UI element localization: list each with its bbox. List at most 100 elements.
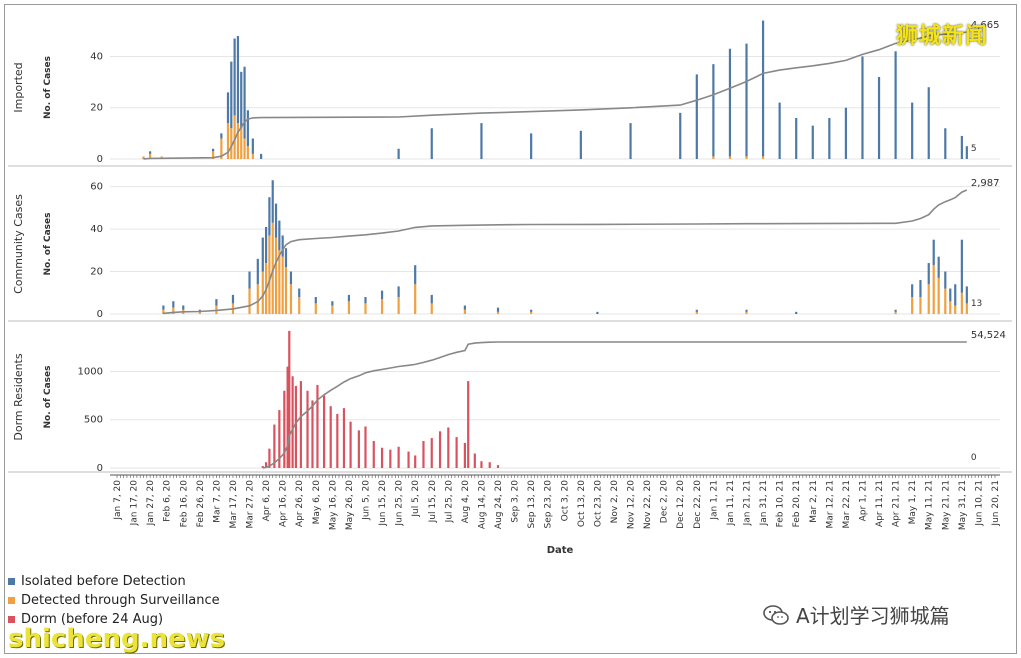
x-tick-label: Oct 3, 20	[560, 480, 570, 522]
bar-dorm	[294, 385, 298, 468]
watermark-wechat: A计划学习狮城篇	[762, 600, 950, 629]
x-tick-label: Jan 11, 21	[726, 480, 736, 526]
bar-surveillance	[530, 311, 533, 314]
x-tick-label: Sep 13, 20	[527, 480, 537, 529]
x-tick-label: Oct 23, 20	[593, 480, 603, 527]
bar-isolated	[246, 110, 249, 147]
bar-isolated	[911, 102, 914, 159]
bar-surveillance	[271, 222, 274, 314]
bar-dorm	[336, 413, 339, 468]
bar-surveillance	[430, 303, 433, 314]
panel-title: Dorm Residents	[12, 353, 25, 440]
bar-isolated	[260, 153, 263, 159]
bar-isolated	[314, 297, 317, 304]
y-axis-label: No. of Cases	[43, 213, 53, 276]
bar-isolated	[251, 138, 254, 154]
bar-surveillance	[745, 311, 748, 314]
x-tick-label: Feb 10, 21	[776, 480, 786, 527]
bar-isolated	[274, 203, 278, 238]
x-tick-label: Oct 13, 20	[577, 480, 587, 527]
bar-surveillance	[397, 297, 400, 314]
bar-isolated	[230, 61, 233, 129]
x-tick-label: Feb 16, 20	[179, 480, 189, 528]
x-tick-label: Jan 7, 20	[113, 480, 123, 521]
bar-isolated	[233, 38, 236, 116]
x-tick-label: Jan 1, 21	[709, 480, 719, 521]
legend-item-dorm: Dorm (before 24 Aug)	[8, 610, 220, 629]
bar-dorm	[264, 462, 268, 468]
cumulative-total-label: 54,524	[971, 330, 1006, 341]
bar-isolated	[795, 117, 798, 159]
x-tick-label: Dec 12, 20	[676, 480, 686, 529]
x-tick-label: May 31, 21	[958, 480, 968, 530]
cumulative-line	[261, 341, 967, 469]
bar-isolated	[596, 311, 599, 314]
bar-surveillance	[761, 156, 765, 159]
x-tick-label: May 1, 21	[908, 480, 918, 524]
x-tick-label: Sep 23, 20	[544, 480, 554, 529]
bar-isolated	[430, 294, 433, 304]
x-tick-label: Jul 5, 20	[411, 480, 421, 518]
bar-isolated	[778, 102, 781, 159]
bar-isolated	[331, 301, 334, 306]
x-tick-label: May 11, 21	[925, 480, 935, 530]
bar-dorm	[299, 381, 302, 468]
bar-isolated	[149, 151, 152, 154]
legend: Isolated before Detection Detected throu…	[8, 572, 220, 629]
bar-isolated	[965, 286, 968, 304]
bar-isolated	[937, 256, 940, 278]
bar-surveillance	[198, 311, 201, 314]
bar-dorm	[496, 465, 500, 468]
bar-isolated	[927, 263, 930, 285]
bar-isolated	[761, 20, 765, 157]
bar-isolated	[932, 239, 935, 266]
bar-surveillance	[236, 123, 240, 159]
bar-isolated	[919, 280, 922, 298]
x-tick-label: Mar 2, 21	[809, 480, 819, 523]
bar-isolated	[172, 301, 175, 308]
bar-dorm	[349, 421, 352, 468]
bar-isolated	[380, 290, 384, 300]
legend-swatch-surveillance	[8, 597, 15, 604]
legend-swatch-dorm	[8, 616, 15, 623]
bar-surveillance	[246, 146, 249, 159]
bar-surveillance	[937, 277, 940, 314]
bar-isolated	[496, 307, 500, 312]
watermark-wechat-label: A计划学习狮城篇	[796, 604, 950, 628]
bar-surveillance	[281, 256, 284, 314]
bar-isolated	[248, 271, 251, 289]
bar-surveillance	[162, 309, 165, 314]
bar-isolated	[679, 112, 682, 159]
watermark-site: shicheng.news	[8, 624, 226, 654]
bar-isolated	[298, 288, 301, 298]
bar-isolated	[220, 133, 223, 139]
bar-surveillance	[284, 267, 288, 314]
bar-dorm	[357, 430, 360, 468]
bar-surveillance	[261, 271, 264, 314]
bar-surveillance	[233, 115, 236, 159]
bar-dorm	[278, 410, 281, 468]
x-tick-label: May 6, 20	[312, 480, 322, 525]
bar-dorm	[268, 448, 271, 468]
bar-surveillance	[728, 156, 732, 159]
bar-isolated	[960, 135, 963, 159]
bar-surveillance	[364, 303, 367, 314]
bar-dorm	[273, 424, 276, 468]
y-tick-label: 60	[90, 182, 103, 193]
bar-isolated	[162, 305, 165, 310]
bar-isolated	[231, 294, 235, 304]
bar-surveillance	[149, 153, 152, 159]
bar-isolated	[289, 271, 293, 285]
bar-dorm	[488, 462, 491, 468]
bar-surveillance	[298, 297, 301, 314]
bar-isolated	[911, 284, 914, 298]
bar-isolated	[960, 239, 963, 293]
bar-isolated	[281, 235, 284, 257]
bar-isolated	[211, 148, 215, 152]
x-tick-label: Mar 7, 20	[212, 480, 222, 523]
latest-value-label: 0	[971, 453, 977, 463]
y-tick-label: 40	[90, 51, 103, 62]
bar-isolated	[430, 128, 433, 159]
x-tick-label: Nov 12, 20	[627, 480, 637, 529]
y-tick-label: 40	[90, 224, 103, 235]
